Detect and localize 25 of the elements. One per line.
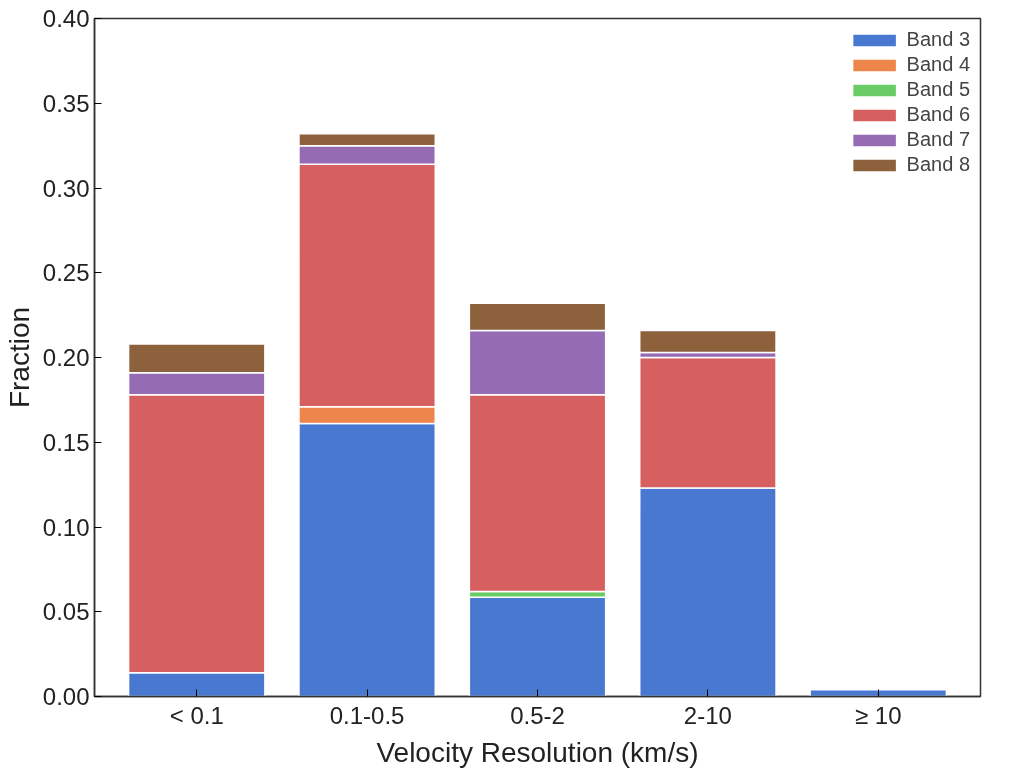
bar — [638, 329, 777, 354]
y-tick-label: 0.15 — [42, 428, 90, 456]
legend-label: Band 7 — [906, 128, 970, 151]
y-tick-label: 0.10 — [42, 513, 90, 541]
y-tick-label: 0.25 — [42, 259, 90, 287]
x-tick-label: 0.1-0.5 — [329, 701, 405, 729]
x-tick-label: 2-10 — [683, 701, 732, 729]
bar — [809, 688, 948, 697]
y-tick-label: 0.20 — [42, 344, 90, 371]
x-tick-label: 0.5-2 — [510, 701, 565, 729]
legend-label: Band 8 — [906, 153, 970, 176]
legend-label: Band 3 — [906, 28, 970, 51]
y-tick-label: 0.30 — [42, 174, 90, 202]
y-tick-label: 0.00 — [42, 683, 90, 710]
x-tick-label: < 0.1 — [169, 701, 224, 729]
x-axis-title: Velocity Resolution (km/s) — [376, 736, 699, 768]
y-axis-title: Fraction — [3, 306, 35, 409]
x-tick-label: ≥ 10 — [855, 701, 902, 729]
y-tick-label: 0.40 — [42, 5, 90, 32]
y-tick-label: 0.05 — [42, 598, 90, 626]
legend-label: Band 5 — [906, 78, 970, 101]
legend-label: Band 4 — [906, 53, 970, 76]
legend-label: Band 6 — [906, 103, 970, 126]
y-tick-label: 0.35 — [42, 89, 90, 117]
bar — [468, 596, 607, 697]
